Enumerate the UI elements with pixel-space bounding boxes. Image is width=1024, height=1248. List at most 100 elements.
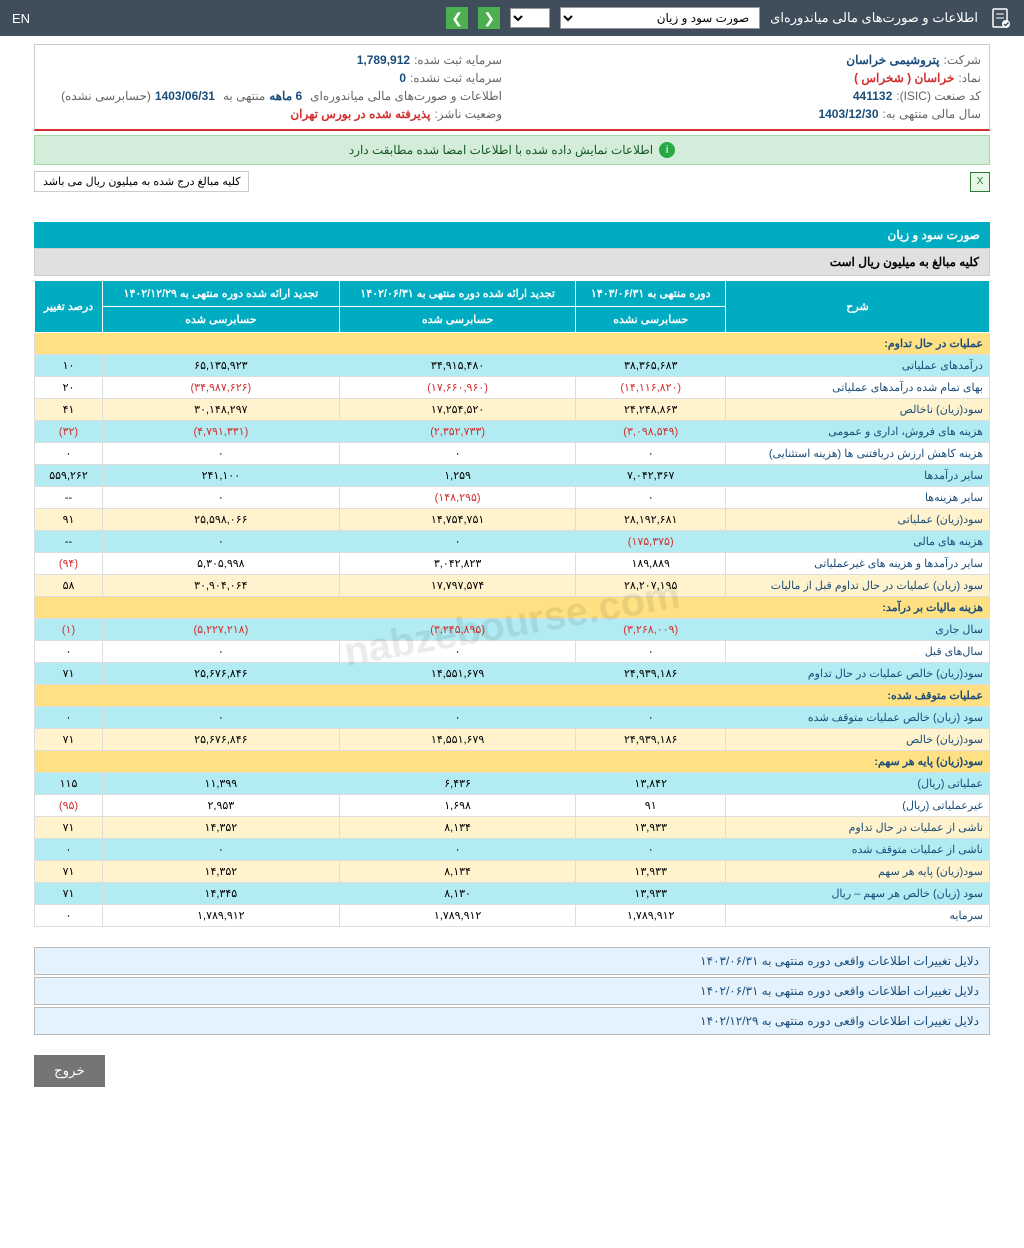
value-cell: ۰ — [35, 905, 103, 927]
table-row: سال‌های قبل۰۰۰۰ — [35, 641, 990, 663]
desc-cell: سود(زیان) عملیاتی — [725, 509, 989, 531]
value-cell: ۲۴,۹۳۹,۱۸۶ — [576, 663, 725, 685]
desc-cell: ناشی از عملیات متوقف شده — [725, 839, 989, 861]
capital-reg-label: سرمایه ثبت شده: — [414, 53, 502, 67]
value-cell: (۵,۲۲۷,۲۱۸) — [102, 619, 339, 641]
desc-cell: غیرعملیاتی (ریال) — [725, 795, 989, 817]
value-cell: ۵,۳۰۵,۹۹۸ — [102, 553, 339, 575]
value-cell: ۲۰ — [35, 377, 103, 399]
year-label: سال مالی منتهی به: — [883, 107, 981, 121]
table-row: ناشی از عملیات متوقف شده۰۰۰۰ — [35, 839, 990, 861]
symbol-label: نماد: — [958, 71, 981, 85]
value-cell: ۰ — [102, 839, 339, 861]
th-c3: تجدید ارائه شده دوره منتهی به ۱۴۰۲/۱۲/۲۹ — [102, 281, 339, 307]
value-cell: (۳,۲۶۸,۰۰۹) — [576, 619, 725, 641]
footer-bar[interactable]: دلایل تغییرات اطلاعات واقعی دوره منتهی ب… — [34, 977, 990, 1005]
value-cell: ۷۱ — [35, 883, 103, 905]
table-row: درآمدهای عملیاتی۳۸,۳۶۵,۶۸۳۳۴,۹۱۵,۴۸۰۶۵,۱… — [35, 355, 990, 377]
value-cell: ۶,۴۳۶ — [339, 773, 576, 795]
value-cell: ۱,۷۸۹,۹۱۲ — [102, 905, 339, 927]
confirmation-text: اطلاعات نمایش داده شده با اطلاعات امضا ش… — [349, 143, 653, 157]
value-cell: ۰ — [102, 641, 339, 663]
value-cell: (۳۴,۹۸۷,۶۲۶) — [102, 377, 339, 399]
period-end: منتهی به — [223, 89, 265, 103]
th-c3-sub: حسابرسی شده — [102, 307, 339, 333]
table-row: عملیاتی (ریال)۱۳,۸۴۲۶,۴۳۶۱۱,۳۹۹۱۱۵ — [35, 773, 990, 795]
value-cell: -- — [35, 531, 103, 553]
value-cell: ۲۵,۶۷۶,۸۴۶ — [102, 729, 339, 751]
th-c1-sub: حسابرسی نشده — [576, 307, 725, 333]
status-value: پذیرفته شده در بورس تهران — [290, 107, 430, 121]
document-icon — [988, 6, 1012, 30]
value-cell: ۹۱ — [576, 795, 725, 817]
value-cell: (۴,۷۹۱,۳۳۱) — [102, 421, 339, 443]
table-row: عملیات در حال تداوم: — [35, 333, 990, 355]
company-label: شرکت: — [943, 53, 981, 67]
lang-toggle[interactable]: EN — [12, 11, 30, 26]
value-cell: ۱,۲۵۹ — [339, 465, 576, 487]
section-header-cell: هزینه مالیات بر درآمد: — [35, 597, 990, 619]
section-subtitle: کلیه مبالغ به میلیون ریال است — [34, 248, 990, 276]
excel-export-button[interactable]: X — [970, 172, 990, 192]
value-cell: ۳۰,۹۰۴,۰۶۴ — [102, 575, 339, 597]
table-row: هزینه های مالی(۱۷۵,۳۷۵)۰۰-- — [35, 531, 990, 553]
nav-prev-button[interactable]: ❯ — [446, 7, 468, 29]
table-row: هزینه مالیات بر درآمد: — [35, 597, 990, 619]
isic-value: 441132 — [853, 89, 892, 103]
value-cell: ۶۵,۱۳۵,۹۲۳ — [102, 355, 339, 377]
value-cell: ۷,۰۴۲,۳۶۷ — [576, 465, 725, 487]
value-cell: ۲۸,۲۰۷,۱۹۵ — [576, 575, 725, 597]
value-cell: ۲۵,۶۷۶,۸۴۶ — [102, 663, 339, 685]
value-cell: ۱,۶۹۸ — [339, 795, 576, 817]
value-cell: ۳۰,۱۴۸,۲۹۷ — [102, 399, 339, 421]
table-row: ناشی از عملیات در حال تداوم۱۳,۹۳۳۸,۱۳۴۱۴… — [35, 817, 990, 839]
table-row: سرمایه۱,۷۸۹,۹۱۲۱,۷۸۹,۹۱۲۱,۷۸۹,۹۱۲۰ — [35, 905, 990, 927]
desc-cell: سایر هزینه‌ها — [725, 487, 989, 509]
value-cell: ۰ — [339, 641, 576, 663]
exit-button[interactable]: خروج — [34, 1055, 105, 1087]
value-cell: (۱۷,۶۶۰,۹۶۰) — [339, 377, 576, 399]
value-cell: ۱۴,۷۵۴,۷۵۱ — [339, 509, 576, 531]
footer-bar[interactable]: دلایل تغییرات اطلاعات واقعی دوره منتهی ب… — [34, 947, 990, 975]
desc-cell: درآمدهای عملیاتی — [725, 355, 989, 377]
th-desc: شرح — [725, 281, 989, 333]
table-row: سایر درآمدها و هزینه های غیرعملیاتی۱۸۹,۸… — [35, 553, 990, 575]
table-row: سود(زیان) خالص عملیات در حال تداوم۲۴,۹۳۹… — [35, 663, 990, 685]
value-cell: ۲۵,۵۹۸,۰۶۶ — [102, 509, 339, 531]
value-cell: (۱) — [35, 619, 103, 641]
value-cell: ۰ — [102, 487, 339, 509]
isic-label: کد صنعت (ISIC): — [896, 89, 981, 103]
value-cell: (۱۷۵,۳۷۵) — [576, 531, 725, 553]
page-select[interactable]: صورت سود و زیان — [560, 7, 760, 29]
value-cell: ۳۴,۹۱۵,۴۸۰ — [339, 355, 576, 377]
value-cell: ۱۷,۷۹۷,۵۷۴ — [339, 575, 576, 597]
value-cell: ۷۱ — [35, 729, 103, 751]
currency-note: کلیه مبالغ درج شده به میلیون ریال می باش… — [34, 171, 249, 192]
value-cell: ۱۰ — [35, 355, 103, 377]
section-header-cell: عملیات متوقف شده: — [35, 685, 990, 707]
value-cell: (۹۵) — [35, 795, 103, 817]
value-cell: ۴۱ — [35, 399, 103, 421]
value-cell: ۱۳,۸۴۲ — [576, 773, 725, 795]
table-row: بهای تمام شده درآمدهای عملیاتی(۱۴,۱۱۶,۸۲… — [35, 377, 990, 399]
value-cell: ۰ — [35, 641, 103, 663]
num-select[interactable] — [510, 8, 550, 28]
value-cell: (۲,۳۵۲,۷۳۳) — [339, 421, 576, 443]
confirmation-bar: i اطلاعات نمایش داده شده با اطلاعات امضا… — [34, 135, 990, 165]
period-value: 6 ماهه — [269, 89, 302, 103]
desc-cell: سود(زیان) خالص عملیات در حال تداوم — [725, 663, 989, 685]
footer-bar[interactable]: دلایل تغییرات اطلاعات واقعی دوره منتهی ب… — [34, 1007, 990, 1035]
table-row: سود (زیان) عملیات در حال تداوم قبل از ما… — [35, 575, 990, 597]
desc-cell: سود (زیان) خالص عملیات متوقف شده — [725, 707, 989, 729]
th-c2-sub: حسابرسی شده — [339, 307, 576, 333]
value-cell: ۲۴,۲۴۸,۸۶۳ — [576, 399, 725, 421]
info-box: شرکت:پتروشیمی خراسان سرمایه ثبت شده:1,78… — [34, 44, 990, 131]
value-cell: ۰ — [102, 443, 339, 465]
value-cell: ۰ — [35, 707, 103, 729]
nav-next-button[interactable]: ❮ — [478, 7, 500, 29]
value-cell: ۸,۱۳۴ — [339, 817, 576, 839]
table-row: عملیات متوقف شده: — [35, 685, 990, 707]
value-cell: ۵۵۹,۲۶۲ — [35, 465, 103, 487]
th-c1: دوره منتهی به ۱۴۰۳/۰۶/۳۱ — [576, 281, 725, 307]
desc-cell: سود (زیان) عملیات در حال تداوم قبل از ما… — [725, 575, 989, 597]
